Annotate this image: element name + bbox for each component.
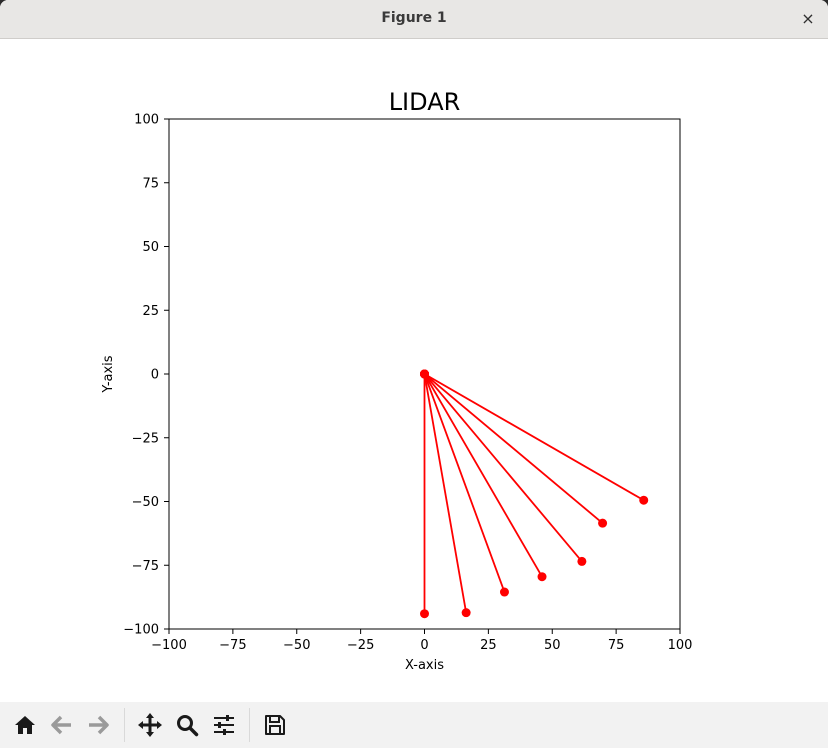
home-icon: [15, 716, 35, 734]
lidar-ray-line: [423, 373, 506, 593]
lidar-ray-line: [423, 373, 543, 578]
origin-point: [420, 369, 429, 379]
title-bar: Figure 1 ×: [0, 0, 828, 39]
y-axis-ticks: −100 −75 −50 −25 0 25 50 75 100: [123, 113, 169, 638]
toolbar-separator: [249, 708, 250, 742]
home-button[interactable]: [10, 710, 40, 740]
forward-arrow-icon: [89, 715, 109, 735]
configure-subplots-icon: [214, 715, 234, 735]
plot-canvas: LIDAR −100 −75 −50 −25 0 25 50 75 100 −100 −75 −50…: [0, 39, 828, 701]
lidar-hit-point: [461, 608, 471, 618]
y-tick-label: 50: [142, 240, 159, 255]
x-tick-label: 50: [544, 638, 561, 653]
save-button[interactable]: [260, 710, 290, 740]
y-tick-label: 75: [142, 176, 159, 191]
x-tick-label: 0: [420, 638, 428, 653]
toolbar-separator: [124, 708, 125, 742]
x-tick-label: −50: [283, 638, 310, 653]
y-tick-label: 100: [134, 113, 159, 128]
chart-title: LIDAR: [389, 88, 461, 116]
back-arrow-icon: [51, 715, 71, 735]
lidar-ray-line: [423, 373, 604, 524]
forward-button[interactable]: [83, 710, 113, 740]
lidar-chart: LIDAR −100 −75 −50 −25 0 25 50 75 100 −100 −75 −50…: [101, 88, 692, 673]
x-axis-ticks: −100 −75 −50 −25 0 25 50 75 100: [151, 629, 692, 653]
lidar-hit-point: [537, 572, 547, 582]
lidar-rays: [420, 369, 649, 619]
window-title: Figure 1: [381, 10, 447, 26]
lidar-hit-point: [577, 556, 587, 566]
y-tick-label: −75: [132, 559, 159, 574]
y-tick-label: −25: [132, 431, 159, 446]
y-tick-label: −100: [123, 623, 159, 638]
zoom-magnifier-icon: [177, 715, 199, 737]
configure-subplots-button[interactable]: [209, 710, 239, 740]
lidar-ray-line: [423, 373, 468, 613]
back-button[interactable]: [47, 710, 77, 740]
pan-button[interactable]: [135, 710, 165, 740]
navigation-toolbar: [0, 702, 828, 748]
x-tick-label: 25: [480, 638, 497, 653]
lidar-hit-point: [598, 518, 608, 528]
zoom-button[interactable]: [172, 710, 202, 740]
pan-move-icon: [138, 713, 162, 737]
lidar-hit-point: [639, 495, 649, 505]
x-tick-label: 75: [608, 638, 625, 653]
x-tick-label: −25: [347, 638, 374, 653]
y-tick-label: −50: [132, 495, 159, 510]
lidar-ray-line: [424, 373, 645, 502]
x-tick-label: −100: [151, 638, 187, 653]
y-tick-label: 0: [151, 368, 159, 383]
lidar-ray-line: [423, 373, 583, 563]
lidar-hit-point: [499, 587, 509, 597]
lidar-hit-point: [420, 609, 429, 619]
y-axis-label: Y-axis: [101, 355, 116, 393]
save-disk-icon: [265, 715, 285, 735]
x-tick-label: 100: [668, 638, 693, 653]
x-axis-label: X-axis: [405, 658, 444, 673]
y-tick-label: 25: [142, 304, 159, 319]
x-tick-label: −75: [219, 638, 246, 653]
close-button[interactable]: ×: [801, 9, 815, 28]
